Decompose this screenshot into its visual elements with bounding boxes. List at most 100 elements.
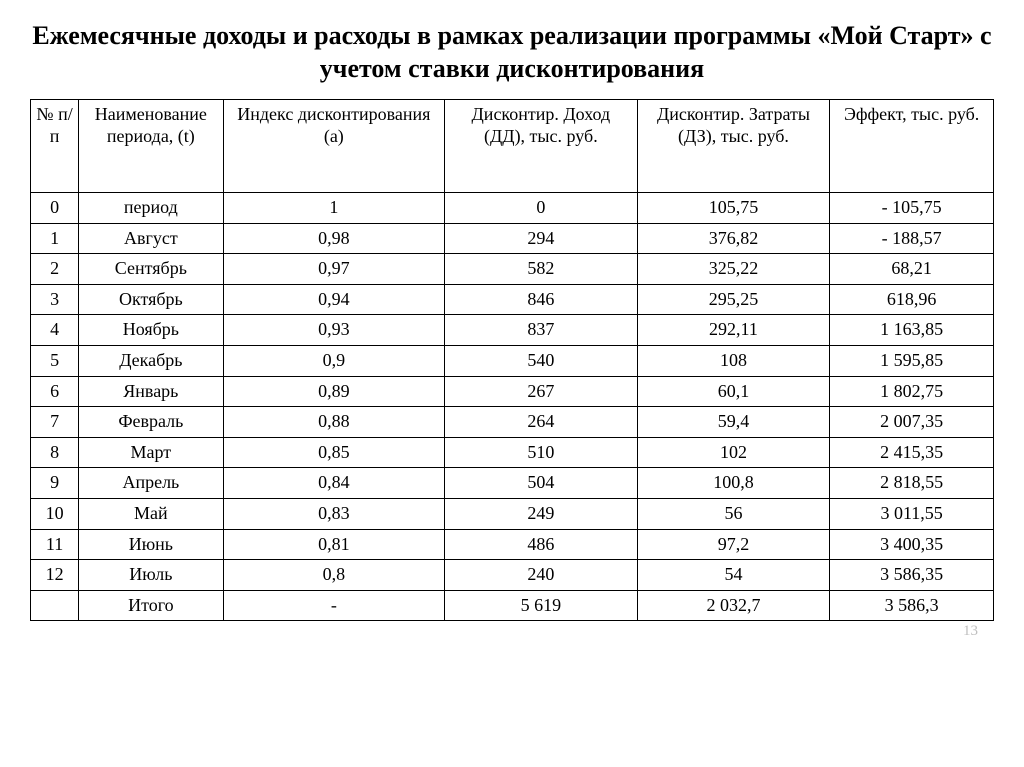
cell: 1	[223, 193, 444, 224]
cell: Июль	[79, 560, 223, 591]
cell: Сентябрь	[79, 254, 223, 285]
table-row: 10 Май 0,83 249 56 3 011,55	[31, 498, 994, 529]
cell: 3 586,35	[830, 560, 994, 591]
cell: 56	[637, 498, 830, 529]
table-row: 6 Январь 0,89 267 60,1 1 802,75	[31, 376, 994, 407]
cell: 325,22	[637, 254, 830, 285]
table-row: 5 Декабрь 0,9 540 108 1 595,85	[31, 345, 994, 376]
cell: 2 415,35	[830, 437, 994, 468]
cell: 0,94	[223, 284, 444, 315]
col-header-num: № п/п	[31, 100, 79, 193]
table-row: 0 период 1 0 105,75 - 105,75	[31, 193, 994, 224]
cell: - 188,57	[830, 223, 994, 254]
cell: Январь	[79, 376, 223, 407]
cell: Ноябрь	[79, 315, 223, 346]
cell: 12	[31, 560, 79, 591]
cell: 504	[445, 468, 638, 499]
table-row: 9 Апрель 0,84 504 100,8 2 818,55	[31, 468, 994, 499]
cell: 846	[445, 284, 638, 315]
cell: 510	[445, 437, 638, 468]
cell: 2 007,35	[830, 407, 994, 438]
cell: 0	[445, 193, 638, 224]
cell: 264	[445, 407, 638, 438]
cell: -	[223, 590, 444, 621]
cell: 68,21	[830, 254, 994, 285]
discount-table: № п/п Наименование периода, (t) Индекс д…	[30, 99, 994, 621]
cell: 1 163,85	[830, 315, 994, 346]
cell: 0,89	[223, 376, 444, 407]
cell: 100,8	[637, 468, 830, 499]
cell: Февраль	[79, 407, 223, 438]
cell: 486	[445, 529, 638, 560]
cell: 1 802,75	[830, 376, 994, 407]
cell: 837	[445, 315, 638, 346]
cell: 0	[31, 193, 79, 224]
cell: 376,82	[637, 223, 830, 254]
table-row: 11 Июнь 0,81 486 97,2 3 400,35	[31, 529, 994, 560]
cell: 0,85	[223, 437, 444, 468]
cell: 4	[31, 315, 79, 346]
page-title: Ежемесячные доходы и расходы в рамках ре…	[30, 20, 994, 85]
cell: 54	[637, 560, 830, 591]
cell: 10	[31, 498, 79, 529]
page-number: 13	[30, 623, 994, 640]
cell: Август	[79, 223, 223, 254]
cell: 97,2	[637, 529, 830, 560]
col-header-effect: Эффект, тыс. руб.	[830, 100, 994, 193]
cell: 294	[445, 223, 638, 254]
cell: 0,9	[223, 345, 444, 376]
cell: 0,88	[223, 407, 444, 438]
cell: 3	[31, 284, 79, 315]
cell: 1	[31, 223, 79, 254]
cell: 105,75	[637, 193, 830, 224]
cell: Итого	[79, 590, 223, 621]
table-row: 3 Октябрь 0,94 846 295,25 618,96	[31, 284, 994, 315]
cell: 0,93	[223, 315, 444, 346]
cell: 582	[445, 254, 638, 285]
cell: 3 400,35	[830, 529, 994, 560]
cell: 5	[31, 345, 79, 376]
cell: - 105,75	[830, 193, 994, 224]
cell: 2	[31, 254, 79, 285]
table-header-row: № п/п Наименование периода, (t) Индекс д…	[31, 100, 994, 193]
cell: Октябрь	[79, 284, 223, 315]
cell: 292,11	[637, 315, 830, 346]
cell: Март	[79, 437, 223, 468]
cell: Май	[79, 498, 223, 529]
cell: 267	[445, 376, 638, 407]
cell: 0,97	[223, 254, 444, 285]
cell: 618,96	[830, 284, 994, 315]
cell: 0,8	[223, 560, 444, 591]
cell: 60,1	[637, 376, 830, 407]
cell: 5 619	[445, 590, 638, 621]
table-row: 8 Март 0,85 510 102 2 415,35	[31, 437, 994, 468]
cell: 2 032,7	[637, 590, 830, 621]
table-row: 2 Сентябрь 0,97 582 325,22 68,21	[31, 254, 994, 285]
cell: 540	[445, 345, 638, 376]
cell: 9	[31, 468, 79, 499]
cell: Апрель	[79, 468, 223, 499]
cell: 0,81	[223, 529, 444, 560]
col-header-costs: Дисконтир. Затраты (ДЗ), тыс. руб.	[637, 100, 830, 193]
cell: 0,84	[223, 468, 444, 499]
cell: 3 011,55	[830, 498, 994, 529]
cell: 1 595,85	[830, 345, 994, 376]
table-row: 4 Ноябрь 0,93 837 292,11 1 163,85	[31, 315, 994, 346]
cell: 295,25	[637, 284, 830, 315]
cell: 102	[637, 437, 830, 468]
cell: 0,98	[223, 223, 444, 254]
cell: 249	[445, 498, 638, 529]
cell: 7	[31, 407, 79, 438]
cell: период	[79, 193, 223, 224]
table-row: 7 Февраль 0,88 264 59,4 2 007,35	[31, 407, 994, 438]
cell: 59,4	[637, 407, 830, 438]
table-row: 12 Июль 0,8 240 54 3 586,35	[31, 560, 994, 591]
cell: 8	[31, 437, 79, 468]
cell: 0,83	[223, 498, 444, 529]
cell: 108	[637, 345, 830, 376]
table-row-total: Итого - 5 619 2 032,7 3 586,3	[31, 590, 994, 621]
cell: 2 818,55	[830, 468, 994, 499]
cell	[31, 590, 79, 621]
col-header-income: Дисконтир. Доход (ДД), тыс. руб.	[445, 100, 638, 193]
cell: Декабрь	[79, 345, 223, 376]
